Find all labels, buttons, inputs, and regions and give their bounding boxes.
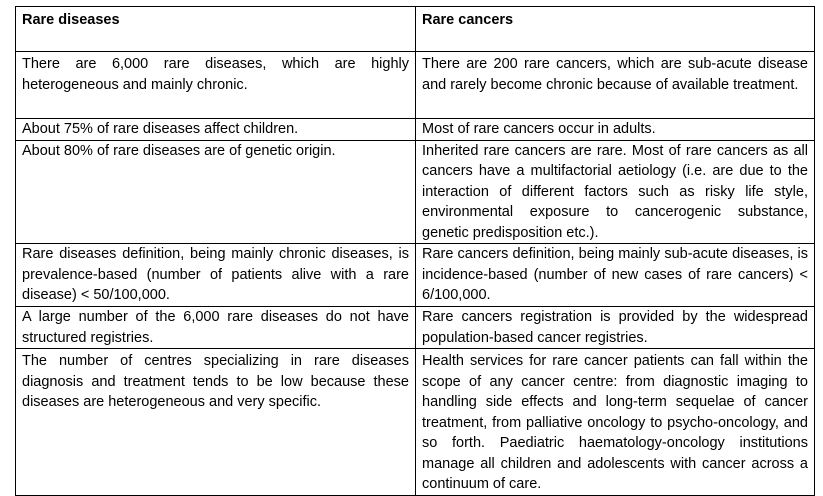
- table-header-row: Rare diseases Rare cancers: [15, 6, 815, 52]
- table-row: A large number of the 6,000 rare disease…: [15, 306, 815, 349]
- header-rare-cancers: Rare cancers: [415, 6, 815, 52]
- rare-diseases-cell: A large number of the 6,000 rare disease…: [15, 306, 416, 349]
- rare-cancers-cell: Most of rare cancers occur in adults.: [415, 118, 815, 141]
- header-rare-diseases: Rare diseases: [15, 6, 416, 52]
- rare-diseases-cell: About 80% of rare diseases are of geneti…: [15, 139, 416, 244]
- rare-cancers-cell: Rare cancers definition, being mainly su…: [415, 243, 815, 307]
- table-row: Rare diseases definition, being mainly c…: [15, 243, 815, 307]
- rare-diseases-cell: The number of centres specializing in ra…: [15, 348, 416, 496]
- table-row: There are 6,000 rare diseases, which are…: [15, 51, 815, 119]
- table-row: The number of centres specializing in ra…: [15, 348, 815, 496]
- rare-diseases-cell: Rare diseases definition, being mainly c…: [15, 243, 416, 307]
- table-row: About 80% of rare diseases are of geneti…: [15, 139, 815, 244]
- rare-diseases-cell: About 75% of rare diseases affect childr…: [15, 118, 416, 141]
- comparison-table: Rare diseases Rare cancers There are 6,0…: [15, 6, 815, 496]
- rare-cancers-cell: There are 200 rare cancers, which are su…: [415, 51, 815, 119]
- rare-cancers-cell: Health services for rare cancer patients…: [415, 348, 815, 496]
- rare-cancers-cell: Inherited rare cancers are rare. Most of…: [415, 139, 815, 244]
- rare-diseases-cell: There are 6,000 rare diseases, which are…: [15, 51, 416, 119]
- rare-cancers-cell: Rare cancers registration is provided by…: [415, 306, 815, 349]
- table-row: About 75% of rare diseases affect childr…: [15, 118, 815, 141]
